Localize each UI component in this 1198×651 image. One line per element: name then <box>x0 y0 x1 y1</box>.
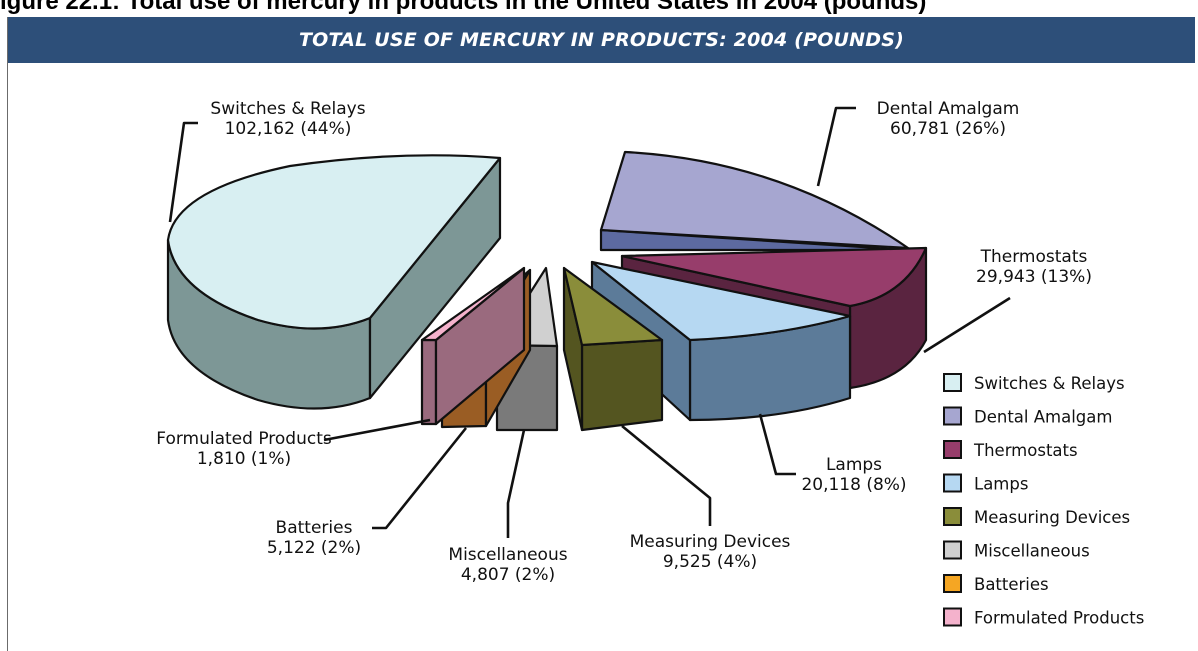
chart-title: TOTAL USE OF MERCURY IN PRODUCTS: 2004 (… <box>298 29 905 51</box>
leader-miscellaneous <box>506 429 526 538</box>
legend-swatch <box>943 607 962 627</box>
legend-label: Miscellaneous <box>974 542 1090 561</box>
slice-dental-amalgam <box>599 150 910 250</box>
legend-label: Thermostats <box>973 441 1078 460</box>
leader-switches-relays <box>168 121 198 223</box>
frame-border <box>7 17 8 651</box>
figure-caption: igure 22.1: Total use of mercury in prod… <box>0 0 927 15</box>
label-name-switches-relays: Switches & Relays <box>210 99 365 119</box>
label-name-measuring-devices: Measuring Devices <box>630 532 791 552</box>
slice-switches-relays <box>166 154 502 330</box>
label-name-lamps: Lamps <box>826 455 882 475</box>
slice-measuring-devices <box>562 266 664 347</box>
slice-formulated-products <box>420 266 526 342</box>
legend-swatch <box>943 440 962 459</box>
legend-label: Dental Amalgam <box>974 408 1112 427</box>
chart-title-banner: TOTAL USE OF MERCURY IN PRODUCTS: 2004 (… <box>8 17 1195 63</box>
leader-measuring-devices <box>621 424 712 526</box>
legend-swatch <box>943 574 962 593</box>
legend-label: Formulated Products <box>974 609 1144 628</box>
legend-swatch <box>943 406 962 426</box>
leader-batteries <box>372 427 468 530</box>
slice-thermostats <box>620 246 928 308</box>
legend-label: Switches & Relays <box>974 374 1125 393</box>
label-value-switches-relays: 102,162 (44%) <box>225 119 352 139</box>
label-value-thermostats: 29,943 (13%) <box>976 267 1092 287</box>
label-name-miscellaneous: Miscellaneous <box>448 545 567 565</box>
label-value-miscellaneous: 4,807 (2%) <box>461 565 555 585</box>
slice-side-formulated-products <box>420 338 438 426</box>
leader-lamps <box>758 413 796 476</box>
legend-label: Measuring Devices <box>974 508 1130 527</box>
label-value-batteries: 5,122 (2%) <box>267 538 361 558</box>
leader-thermostats <box>923 296 1011 354</box>
legend-swatch <box>943 540 962 560</box>
legend: Switches & Relays Dental Amalgam Thermosta… <box>943 373 1144 628</box>
legend-swatch <box>943 473 962 493</box>
label-value-measuring-devices: 9,525 (4%) <box>663 552 757 572</box>
legend-swatch <box>943 373 962 392</box>
label-name-batteries: Batteries <box>276 518 353 538</box>
label-value-formulated-products: 1,810 (1%) <box>197 449 291 469</box>
leader-formulated-products <box>323 418 431 442</box>
slice-lamps <box>590 260 852 342</box>
slice-side-measuring-devices <box>580 338 664 432</box>
label-value-dental-amalgam: 60,781 (26%) <box>890 119 1006 139</box>
label-name-thermostats: Thermostats <box>980 247 1088 267</box>
legend-swatch <box>943 507 962 526</box>
legend-label: Lamps <box>974 475 1028 494</box>
label-value-lamps: 20,118 (8%) <box>801 475 906 495</box>
legend-label: Batteries <box>974 575 1049 594</box>
label-name-dental-amalgam: Dental Amalgam <box>877 99 1020 119</box>
label-name-formulated-products: Formulated Products <box>156 429 332 449</box>
leader-dental-amalgam <box>816 106 856 187</box>
